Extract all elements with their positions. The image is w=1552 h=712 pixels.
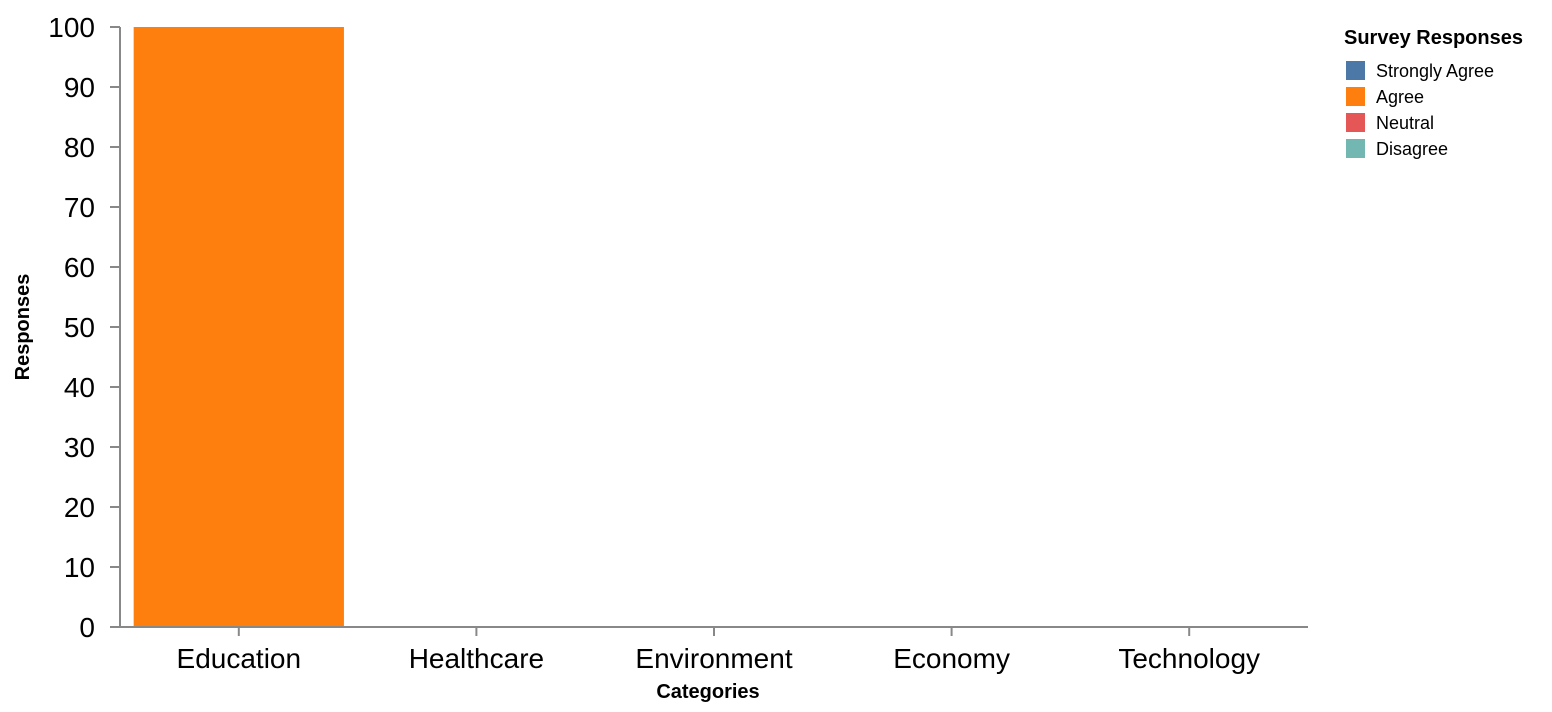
y-tick-label: 50	[64, 312, 95, 343]
y-tick-label: 80	[64, 132, 95, 163]
y-tick-label: 60	[64, 252, 95, 283]
x-tick-label-education: Education	[177, 643, 302, 674]
legend-swatch-neutral	[1346, 113, 1365, 132]
legend-label-neutral: Neutral	[1376, 113, 1434, 133]
y-axis-title: Responses	[12, 274, 34, 381]
legend-swatch-agree	[1346, 87, 1365, 106]
legend: Survey Responses Strongly Agree Agree Neut…	[1344, 27, 1523, 159]
x-axis-title: Categories	[656, 681, 759, 703]
legend-swatch-strongly-agree	[1346, 61, 1365, 80]
y-tick-label: 90	[64, 72, 95, 103]
bars-layer	[133, 27, 344, 627]
bar-education-agree	[133, 27, 344, 627]
y-tick-label: 100	[48, 12, 95, 43]
x-tick-label-economy: Economy	[893, 643, 1010, 674]
legend-swatch-disagree	[1346, 139, 1365, 158]
legend-label-strongly-agree: Strongly Agree	[1376, 61, 1494, 81]
x-axis: Education Healthcare Environment Economy Tec…	[120, 626, 1308, 674]
x-tick-label-environment: Environment	[635, 643, 792, 674]
legend-title: Survey Responses	[1344, 27, 1523, 49]
y-tick-label: 70	[64, 192, 95, 223]
y-tick-label: 0	[79, 612, 95, 643]
y-tick-label: 10	[64, 552, 95, 583]
legend-label-agree: Agree	[1376, 87, 1424, 107]
legend-label-disagree: Disagree	[1376, 139, 1448, 159]
x-tick-label-technology: Technology	[1118, 643, 1260, 674]
y-tick-label: 20	[64, 492, 95, 523]
y-tick-label: 40	[64, 372, 95, 403]
y-axis: 0 10 20 30 40 50 60 70 80 90 100	[48, 12, 121, 643]
y-tick-label: 30	[64, 432, 95, 463]
x-tick-label-healthcare: Healthcare	[409, 643, 544, 674]
legend-items: Strongly Agree Agree Neutral Disagree	[1346, 61, 1494, 159]
